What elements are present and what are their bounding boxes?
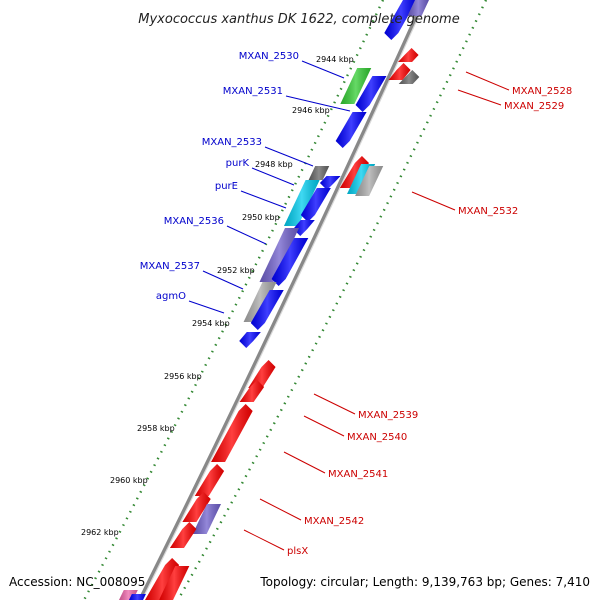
map-title: Myxococcus xanthus DK 1622, complete gen… <box>138 12 459 27</box>
gene-label-right[interactable]: MXAN_2542 <box>304 516 364 527</box>
topology-label: Topology: circular; Length: 9,139,763 bp… <box>259 575 590 589</box>
gene-plsx-shade <box>145 558 180 600</box>
gene-label-right[interactable]: MXAN_2532 <box>458 206 518 217</box>
gene-mxan-2536b-shade <box>271 238 309 286</box>
gene-purk-shade <box>283 180 320 226</box>
gene-mxan-2530-shade <box>340 68 372 104</box>
gene-label-right[interactable]: MXAN_2539 <box>358 410 418 421</box>
gene-mxan-2539-shade <box>248 360 276 388</box>
tick-label: 2960 kbp <box>110 476 148 485</box>
leader-line <box>301 60 345 79</box>
gene-mxan-2537-shade <box>243 282 277 322</box>
gene-label-left[interactable]: purE <box>215 181 238 192</box>
gene-label-left[interactable]: purK <box>226 158 250 169</box>
gene-mxan-2531-shade <box>355 76 387 112</box>
gene-features <box>119 0 429 600</box>
gene-mxan-2533-shade <box>308 166 330 180</box>
gene-label-left[interactable]: MXAN_2531 <box>223 86 283 97</box>
tick-label: 2944 kbp <box>316 55 354 64</box>
gene-mxan-2528-shade <box>398 48 419 62</box>
gene-mxan-2540-shade <box>211 404 253 462</box>
leader-line <box>251 167 295 186</box>
gene-label-right[interactable]: plsX <box>287 546 308 557</box>
gene-label-left[interactable]: MXAN_2537 <box>140 261 200 272</box>
gene-mxan-2529b-shade <box>398 70 420 84</box>
leader-line <box>202 270 244 290</box>
leader-line <box>303 415 345 437</box>
gene-label-left[interactable]: MXAN_2536 <box>164 216 224 227</box>
gene-label-right[interactable]: MXAN_2528 <box>512 86 572 97</box>
gene-pure-shade <box>300 188 331 222</box>
leader-line <box>259 498 302 521</box>
gene-top-purple-shade <box>407 0 429 16</box>
gene-labels: MXAN_2530 MXAN_2531 MXAN_2533 purK purE MXAN_… <box>140 51 573 557</box>
tick-label: 2950 kbp <box>242 213 280 222</box>
gene-mxan-2542-shade <box>192 504 221 534</box>
leader-line <box>264 146 314 167</box>
tick-label: 2952 kbp <box>217 266 255 275</box>
gene-agmo-b-shade <box>239 332 261 348</box>
gene-mxan-2529a-shade <box>388 63 411 80</box>
tick-label: 2958 kbp <box>137 424 175 433</box>
tick-label: 2948 kbp <box>255 160 293 169</box>
gene-label-left[interactable]: agmO <box>156 291 186 302</box>
accession-label: Accession: NC_008095 <box>9 575 145 589</box>
gene-top-left-shade <box>384 0 417 40</box>
gene-mxan-2536-shade <box>259 228 300 282</box>
inner-tick-track <box>82 0 385 600</box>
gene-label-right[interactable]: MXAN_2540 <box>347 432 407 443</box>
tick-label: 2946 kbp <box>292 106 330 115</box>
leader-line <box>313 393 356 415</box>
gene-mxan-2539b-shade <box>239 380 265 402</box>
gene-agmo-shade <box>250 290 284 330</box>
gene-pure-b-shade <box>293 220 315 236</box>
leader-line <box>457 89 502 106</box>
tick-label: 2956 kbp <box>164 372 202 381</box>
gene-mxan-2532c-shade <box>355 166 384 196</box>
tick-labels: 2944 kbp 2946 kbp 2948 kbp 2950 kbp 2952 kbp… <box>81 55 354 537</box>
gene-bottom-blue-shade <box>129 594 146 600</box>
leader-line <box>285 95 351 112</box>
gene-label-right[interactable]: MXAN_2529 <box>504 101 564 112</box>
leader-line <box>411 191 456 211</box>
tick-label: 2962 kbp <box>81 528 119 537</box>
tick-label: 2954 kbp <box>192 319 230 328</box>
genome-backbone <box>138 0 426 600</box>
gene-label-left[interactable]: MXAN_2533 <box>202 137 262 148</box>
gene-mxan-2542b-shade <box>169 522 197 548</box>
gene-label-left[interactable]: MXAN_2530 <box>239 51 299 62</box>
leader-line <box>226 225 267 245</box>
gene-mxan-2541b-shade <box>182 492 211 522</box>
gene-mxan-2541-shade <box>194 464 225 496</box>
gene-mxan-2531b-shade <box>335 112 367 148</box>
leader-line <box>243 529 285 551</box>
genome-backbone-highlight <box>141 0 427 600</box>
gene-purk-small-shade <box>319 176 341 190</box>
label-leader-lines <box>188 60 510 551</box>
leader-line <box>188 300 225 314</box>
gene-label-right[interactable]: MXAN_2541 <box>328 469 388 480</box>
gene-plsx-b-shade <box>159 566 190 600</box>
leader-line <box>240 190 287 209</box>
leader-line <box>283 451 326 474</box>
leader-line <box>465 71 510 91</box>
